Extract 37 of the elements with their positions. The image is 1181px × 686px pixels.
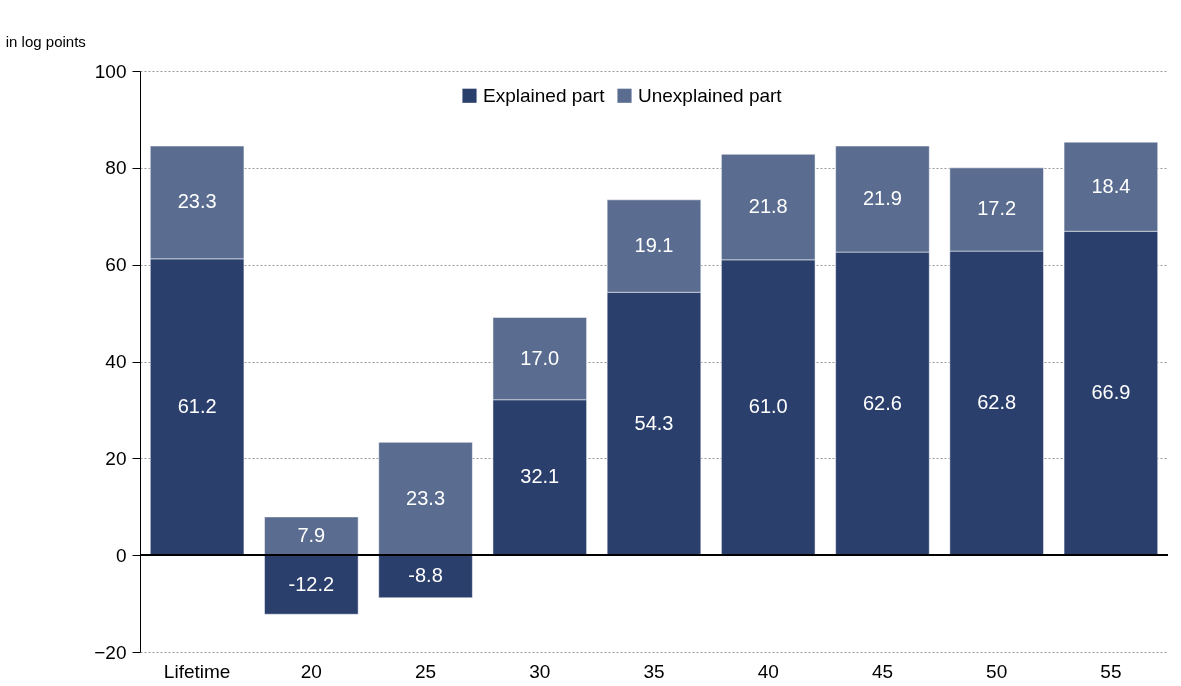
data-label: -8.8 <box>408 564 443 587</box>
x-tick-label: 30 <box>529 660 551 682</box>
data-label: 17.0 <box>520 346 560 369</box>
data-label: 61.2 <box>177 395 217 418</box>
data-label: 17.2 <box>977 197 1017 220</box>
data-label: 54.3 <box>634 411 674 434</box>
x-tick-label: 50 <box>986 660 1008 682</box>
x-tick-label: Lifetime <box>163 660 231 682</box>
legend-label: Explained part <box>483 84 606 106</box>
y-tick-label: 100 <box>94 60 127 82</box>
data-label: 21.8 <box>748 195 788 218</box>
y-tick-label: 80 <box>105 157 127 179</box>
y-tick-label: −20 <box>94 641 127 663</box>
data-label: 19.1 <box>634 234 674 257</box>
x-tick-label: 35 <box>643 660 665 682</box>
data-label: 23.3 <box>406 486 446 509</box>
data-label: 61.0 <box>748 395 788 418</box>
data-label: 66.9 <box>1091 381 1131 404</box>
x-tick-label: 45 <box>871 660 894 682</box>
y-tick-label: 20 <box>105 447 127 469</box>
data-label: 62.8 <box>977 391 1017 414</box>
data-label: 23.3 <box>177 190 217 213</box>
x-tick-label: 25 <box>414 660 437 682</box>
data-label: 7.9 <box>297 524 326 547</box>
data-label: 18.4 <box>1091 174 1131 197</box>
legend-label: Unexplained part <box>638 84 783 106</box>
data-label: -12.2 <box>288 572 335 595</box>
y-tick-label: 60 <box>105 254 127 276</box>
data-label: 62.6 <box>862 391 902 414</box>
x-tick-label: 20 <box>300 660 322 682</box>
y-tick-label: 0 <box>115 544 127 566</box>
data-label: 32.1 <box>520 465 560 488</box>
y-tick-label: 40 <box>105 351 127 372</box>
data-label: 21.9 <box>862 187 902 210</box>
y-axis-title: in log points <box>5 33 86 50</box>
x-tick-label: 40 <box>757 660 779 682</box>
x-tick-label: 55 <box>1100 660 1122 682</box>
